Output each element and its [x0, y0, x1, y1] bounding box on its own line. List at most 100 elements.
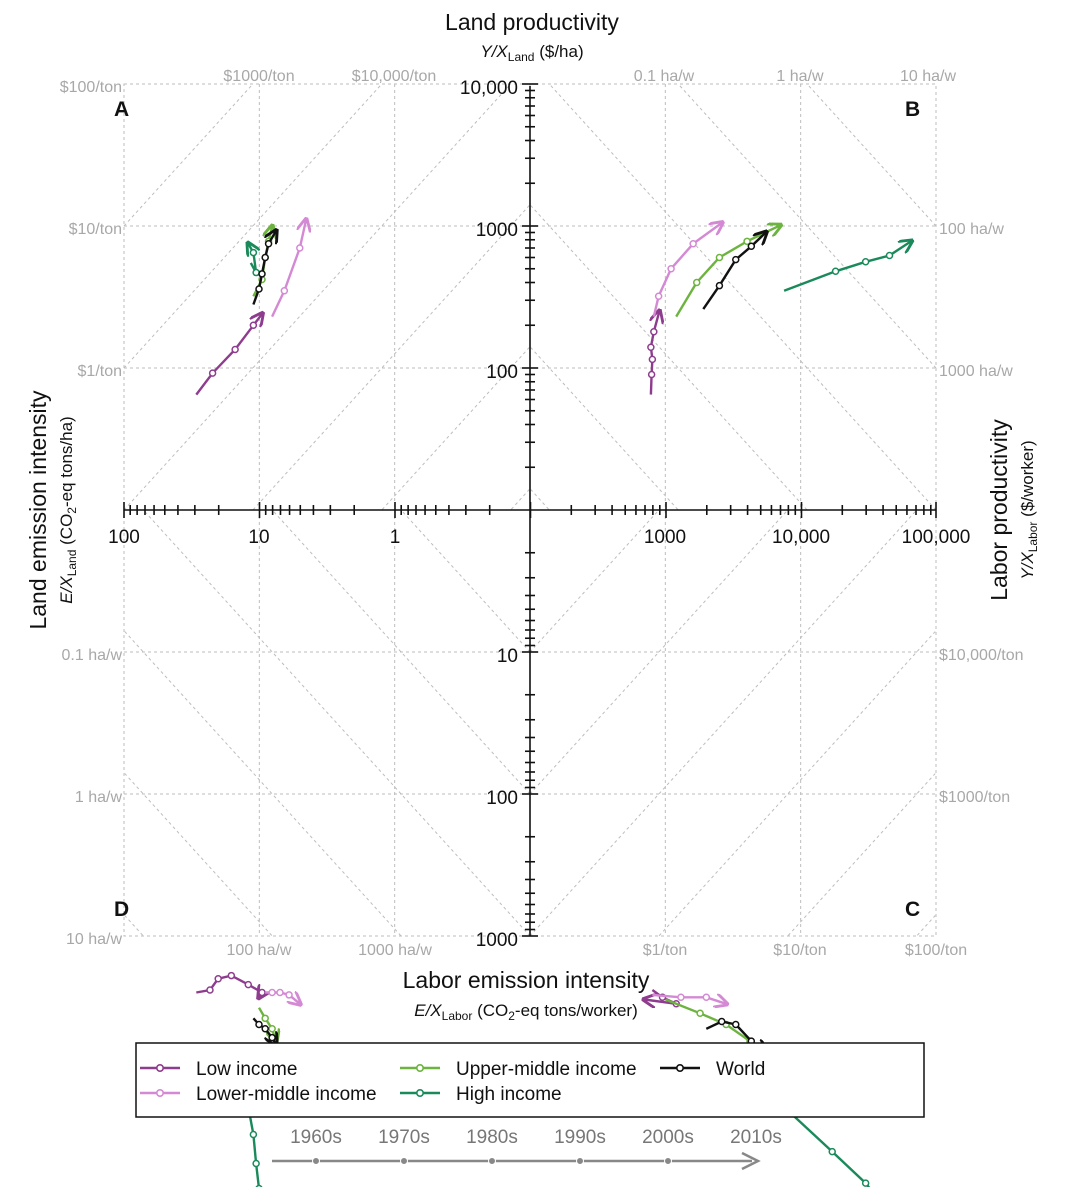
- series-line-high-income-c: [783, 1106, 871, 1187]
- series-point-low-income: [249, 321, 258, 330]
- series-point-low-income: [650, 328, 658, 336]
- quadrant-frame: [123, 509, 531, 937]
- series-point-upper-middle-income: [268, 1025, 276, 1033]
- right-sub-subscript: Labor: [1026, 522, 1040, 553]
- series-point-low-income: [231, 345, 239, 354]
- grid-diagonal: [549, 83, 937, 511]
- series-point-high-income: [249, 1130, 258, 1139]
- grid-diagonal: [530, 205, 808, 511]
- legend-item-upper-middle-income: Upper-middle income: [400, 1059, 637, 1080]
- bottom-sub-unit-pre: (CO: [472, 1001, 508, 1020]
- y-tick-10000: 10,000: [460, 78, 518, 99]
- grid-diagonal: [916, 915, 936, 936]
- series-line-high-income-d: [247, 1106, 261, 1187]
- diag-label-b-100-haw: 100 ha/w: [939, 221, 1004, 238]
- panel-label-c: C: [905, 898, 920, 921]
- diag-label-d-1-haw: 1 ha/w: [75, 789, 123, 806]
- x-tick-100000: 100,000: [902, 527, 971, 548]
- timeline-point-1970s: [400, 1157, 408, 1165]
- left-subtitle: E/XLand (CO2-eq tons/ha): [57, 416, 79, 603]
- series-point-low-income: [648, 355, 657, 364]
- decade-timeline: 1960s 1970s 1980s 1990s 2000s 2010s: [272, 1127, 782, 1171]
- grid-diagonal: [530, 489, 550, 510]
- legend-swatch-world: [660, 1064, 700, 1073]
- series-point-low-income: [214, 974, 222, 983]
- bottom-sub-var: E/X: [414, 1001, 442, 1020]
- series-point-high-income: [252, 1159, 260, 1168]
- series-point-lower-middle-income: [296, 244, 304, 252]
- series-point-world: [732, 255, 740, 264]
- diag-label-c-1-ton: $1/ton: [643, 942, 687, 959]
- panel-label-b: B: [905, 98, 920, 121]
- series-line-upper-middle-income-a: [252, 227, 272, 297]
- bottom-sub-unit-post: -eq tons/worker): [515, 1001, 638, 1020]
- legend-swatch-point: [156, 1089, 165, 1098]
- grid-diagonal: [510, 489, 530, 510]
- legend-item-low-income: Low income: [140, 1059, 297, 1080]
- diag-label-a-100-ton: $100/ton: [60, 79, 122, 96]
- quadrant-frame: [529, 83, 937, 511]
- right-title: Labor productivity: [986, 419, 1012, 601]
- series-point-lower-middle-income: [654, 292, 663, 301]
- series-point-lower-middle-income: [689, 239, 697, 248]
- legend-label-high-income: High income: [456, 1084, 562, 1105]
- right-sub-var: Y/X: [1018, 552, 1037, 580]
- x-tick-1000: 1000: [644, 527, 686, 548]
- legend-label-low-income: Low income: [196, 1059, 297, 1080]
- series-point-high-income: [861, 1179, 870, 1187]
- right-title-group: Labor productivity Y/XLabor ($/worker): [986, 419, 1040, 601]
- y-tick-1000-down: 1000: [476, 930, 518, 951]
- diag-label-a-1-ton: $1/ton: [78, 363, 122, 380]
- diag-label-c-100-ton: $100/ton: [905, 942, 967, 959]
- grid-diagonal: [252, 205, 530, 511]
- series-line-world-b: [702, 233, 766, 310]
- legend-box: [135, 1042, 925, 1118]
- left-title: Land emission intensity: [25, 390, 51, 630]
- series-point-world: [261, 1025, 269, 1033]
- y-tick-1000-up: 1000: [476, 220, 518, 241]
- series-point-world: [258, 270, 266, 278]
- x-tick-100: 100: [108, 527, 140, 548]
- left-title-group: Land emission intensity E/XLand (CO2-eq …: [25, 390, 79, 630]
- y-tick-100-up: 100: [486, 362, 518, 383]
- grid-diagonal: [529, 509, 917, 937]
- series-point-lower-middle-income: [702, 993, 711, 1002]
- series-line-low-income-b: [651, 312, 659, 395]
- left-sub-co2: 2: [65, 507, 79, 514]
- series-line-low-income-d: [196, 974, 262, 998]
- quadrant-frame: [529, 509, 937, 937]
- grid-diagonal: [123, 84, 253, 227]
- diag-label-d-100-haw: 100 ha/w: [227, 942, 292, 959]
- series-point-high-income: [252, 268, 260, 277]
- series-point-lower-middle-income: [667, 264, 675, 273]
- series-point-high-income: [885, 251, 894, 260]
- legend-label-world: World: [716, 1059, 765, 1080]
- top-subtitle: Y/XLand ($/ha): [480, 42, 583, 64]
- grid-diagonal: [401, 510, 531, 653]
- series-line-high-income-a: [248, 244, 256, 274]
- legend-label-lower-middle-income: Lower-middle income: [196, 1084, 377, 1105]
- series-point-low-income: [206, 986, 214, 994]
- diag-label-b-10-haw: 10 ha/w: [900, 68, 956, 85]
- legend-item-world: World: [660, 1059, 765, 1080]
- timeline-point-2000s: [664, 1157, 672, 1165]
- panel-label-d: D: [114, 898, 129, 921]
- legend-swatch-upper-middle-income: [400, 1064, 440, 1073]
- legend-swatch-point: [675, 1064, 684, 1073]
- bottom-sub-subscript: Labor: [442, 1009, 473, 1023]
- bottom-subtitle: E/XLabor (CO2-eq tons/worker): [414, 1001, 638, 1023]
- grid-diagonal: [124, 773, 273, 936]
- series-point-low-income: [208, 369, 217, 377]
- timeline-label-1970s: 1970s: [378, 1127, 430, 1148]
- legend-swatch-point: [156, 1064, 165, 1073]
- grid-diagonal: [143, 509, 531, 937]
- left-sub-subscript: Land: [65, 550, 79, 577]
- top-sub-unit: ($/ha): [534, 42, 583, 61]
- series-point-lower-middle-income: [677, 993, 685, 1002]
- series-point-upper-middle-income: [692, 278, 701, 287]
- diagonal-grid: [123, 83, 937, 937]
- grid-diagonal: [123, 84, 382, 369]
- series-point-world: [255, 1020, 263, 1029]
- grid-diagonal: [807, 84, 937, 227]
- grid-diagonal: [272, 510, 531, 795]
